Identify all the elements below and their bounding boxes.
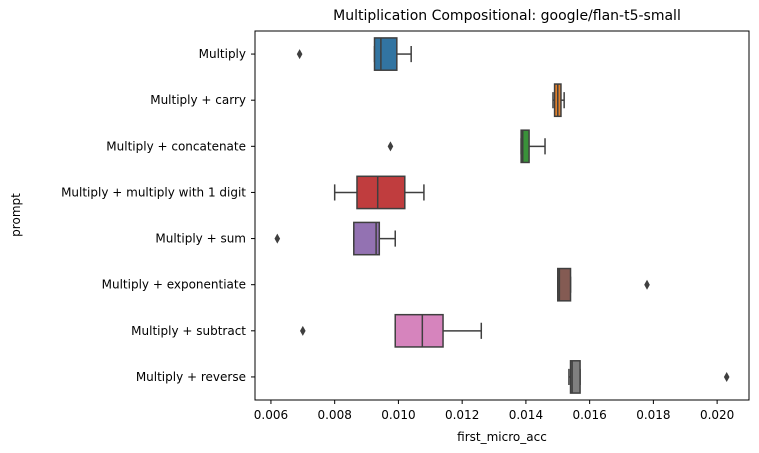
box-group bbox=[300, 313, 483, 348]
box-iqr bbox=[353, 221, 381, 256]
outlier-point bbox=[274, 233, 281, 244]
y-tick-label: Multiply + multiply with 1 digit bbox=[61, 185, 246, 199]
box-group bbox=[552, 83, 565, 118]
y-tick-label: Multiply + concatenate bbox=[106, 139, 246, 153]
x-tick-label: 0.018 bbox=[636, 408, 670, 422]
box-iqr bbox=[569, 360, 581, 394]
y-axis-label: prompt bbox=[9, 193, 23, 237]
y-axis: Multiply Multiply + carry Multiply + conca… bbox=[61, 47, 255, 384]
x-tick-label: 0.020 bbox=[700, 408, 734, 422]
y-tick-label: Multiply bbox=[199, 47, 246, 61]
x-tick-label: 0.016 bbox=[572, 408, 606, 422]
box-iqr bbox=[557, 267, 572, 302]
x-axis: 0.006 0.008 0.010 0.012 0.014 0.016 0.018 0.020 bbox=[254, 400, 734, 422]
box-iqr bbox=[520, 129, 530, 164]
box-group bbox=[557, 267, 650, 302]
x-tick-label: 0.014 bbox=[509, 408, 543, 422]
box-iqr bbox=[356, 175, 406, 210]
y-tick-label: Multiply + carry bbox=[150, 93, 246, 107]
box-group bbox=[333, 175, 425, 210]
box-iqr bbox=[373, 37, 398, 71]
outlier-point bbox=[300, 325, 306, 336]
box-group bbox=[387, 129, 546, 164]
x-tick-label: 0.012 bbox=[445, 408, 479, 422]
chart-title: Multiplication Compositional: google/fla… bbox=[333, 8, 681, 24]
x-tick-label: 0.010 bbox=[381, 408, 415, 422]
outlier-point bbox=[644, 279, 650, 290]
x-axis-label: first_micro_acc bbox=[457, 430, 547, 444]
box-group bbox=[296, 37, 412, 71]
y-tick-label: Multiply + exponentiate bbox=[102, 278, 246, 292]
x-tick-label: 0.008 bbox=[317, 408, 351, 422]
outlier-point bbox=[723, 371, 730, 382]
outlier-point bbox=[296, 49, 303, 60]
outlier-point bbox=[387, 141, 394, 152]
y-tick-label: Multiply + reverse bbox=[136, 370, 246, 384]
y-tick-label: Multiply + subtract bbox=[131, 324, 246, 338]
box-group bbox=[568, 360, 730, 394]
y-tick-label: Multiply + sum bbox=[155, 232, 246, 246]
box-iqr bbox=[394, 313, 444, 348]
plot-area bbox=[274, 37, 730, 394]
x-tick-label: 0.006 bbox=[254, 408, 288, 422]
box-group bbox=[274, 221, 396, 256]
plot-frame bbox=[254, 30, 750, 401]
